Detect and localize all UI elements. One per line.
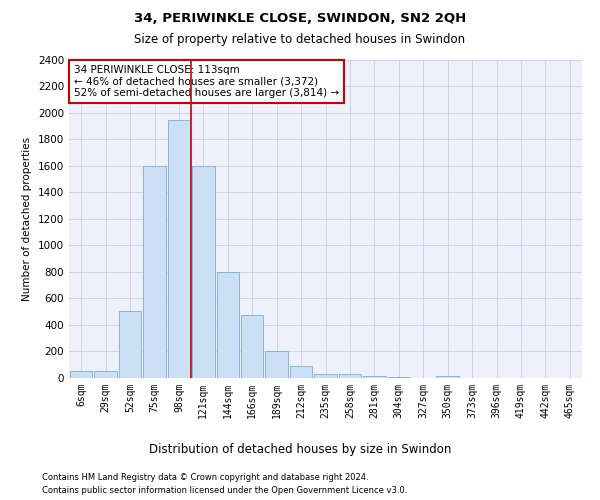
Bar (167, 120, 190, 378)
Bar (265, 351, 288, 378)
Text: 34, PERIWINKLE CLOSE, SWINDON, SN2 2QH: 34, PERIWINKLE CLOSE, SWINDON, SN2 2QH (134, 12, 466, 26)
Text: Size of property relative to detached houses in Swindon: Size of property relative to detached ho… (134, 32, 466, 46)
Bar (290, 366, 313, 378)
Y-axis label: Number of detached properties: Number of detached properties (22, 136, 32, 301)
Bar (143, 166, 166, 378)
Bar (388, 377, 410, 378)
Bar (94, 371, 117, 378)
Text: Distribution of detached houses by size in Swindon: Distribution of detached houses by size … (149, 442, 451, 456)
Bar (363, 376, 386, 378)
Bar (436, 376, 459, 378)
Bar (338, 374, 361, 378)
Bar (70, 371, 92, 378)
Text: 34 PERIWINKLE CLOSE: 113sqm
← 46% of detached houses are smaller (3,372)
52% of : 34 PERIWINKLE CLOSE: 113sqm ← 46% of det… (74, 65, 339, 98)
Bar (314, 374, 337, 378)
Bar (241, 316, 263, 378)
Bar (192, 166, 215, 378)
Text: Contains HM Land Registry data © Crown copyright and database right 2024.: Contains HM Land Registry data © Crown c… (42, 472, 368, 482)
Text: Contains public sector information licensed under the Open Government Licence v3: Contains public sector information licen… (42, 486, 407, 495)
Bar (119, 312, 142, 378)
Bar (217, 272, 239, 378)
